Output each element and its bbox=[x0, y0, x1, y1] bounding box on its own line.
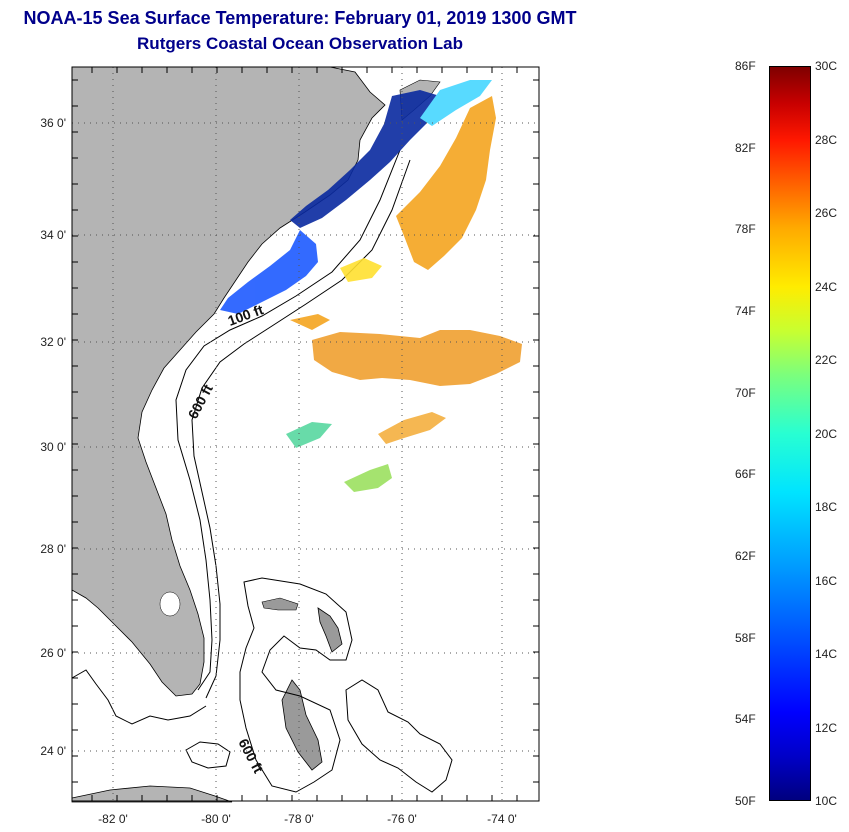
colorbar-celsius-label: 24C bbox=[815, 279, 838, 294]
colorbar-fahrenheit-label: 78F bbox=[735, 222, 756, 237]
sst-patch-gulfstream-north bbox=[396, 96, 496, 270]
colorbar-celsius-label: 26C bbox=[815, 206, 838, 220]
sst-data-layer bbox=[220, 80, 522, 492]
contour-florida-keys bbox=[71, 669, 207, 725]
sst-patch-south-3 bbox=[344, 464, 392, 492]
colorbar-celsius-label: 10C bbox=[815, 794, 838, 808]
colorbar-celsius-label: 22C bbox=[815, 353, 838, 367]
sst-patch-south-2 bbox=[286, 422, 332, 448]
colorbar-fahrenheit-label: 62F bbox=[735, 549, 756, 563]
colorbar-celsius-label: 16C bbox=[815, 573, 838, 588]
contour-bahamas-outer bbox=[239, 577, 353, 793]
colorbar-celsius-label: 12C bbox=[815, 720, 838, 735]
colorbar-celsius-label: 20C bbox=[815, 426, 838, 441]
lat-label: 24 0' bbox=[40, 744, 66, 758]
colorbar-celsius-label: 30C bbox=[815, 59, 838, 73]
map-subtitle: Rutgers Coastal Ocean Observation Lab bbox=[137, 34, 463, 53]
colorbar-celsius-label: 14C bbox=[815, 647, 838, 661]
map-frame bbox=[71, 66, 540, 802]
colorbar-fahrenheit-label: 70F bbox=[735, 385, 756, 400]
lat-label: 28 0' bbox=[40, 542, 66, 556]
sst-patch-orange-strip bbox=[290, 314, 330, 330]
colorbar-celsius-label: 18C bbox=[815, 500, 838, 514]
colorbar-fahrenheit-label: 54F bbox=[735, 712, 756, 727]
island-grand-bahama bbox=[261, 597, 299, 611]
lat-label: 30 0' bbox=[40, 440, 66, 454]
contour-label: 600 ft bbox=[185, 381, 216, 421]
lon-label: -76 0' bbox=[387, 812, 417, 826]
lon-label: -78 0' bbox=[284, 812, 314, 826]
sst-patch-cold-carolina bbox=[220, 230, 318, 314]
colorbar-fahrenheit-label: 82F bbox=[735, 140, 756, 155]
contour-cay-sal bbox=[185, 741, 231, 769]
sst-colorbar bbox=[769, 66, 811, 801]
colorbar-fahrenheit-label: 58F bbox=[735, 630, 756, 645]
sst-patch-south-1 bbox=[378, 412, 446, 444]
lon-label: -74 0' bbox=[487, 812, 517, 826]
lat-label: 34 0' bbox=[40, 228, 66, 242]
contour-bahamas-east bbox=[345, 679, 453, 793]
land-cuba bbox=[71, 785, 233, 803]
lat-label: 32 0' bbox=[40, 335, 66, 349]
lat-label: 26 0' bbox=[40, 646, 66, 660]
island-andros bbox=[281, 679, 323, 771]
contour-label: 600 ft bbox=[235, 736, 266, 776]
lon-label: -82 0' bbox=[98, 812, 128, 826]
sst-patch-yellow bbox=[340, 258, 382, 282]
sst-patch-gulfstream-central bbox=[312, 330, 522, 386]
colorbar-fahrenheit-label: 74F bbox=[735, 304, 756, 318]
land-florida-coast bbox=[71, 66, 386, 697]
lon-label: -80 0' bbox=[201, 812, 231, 826]
colorbar-celsius-label: 28C bbox=[815, 132, 838, 147]
colorbar-fahrenheit-label: 86F bbox=[735, 59, 756, 73]
island-abaco bbox=[317, 607, 343, 653]
sst-patch-cyan-edge bbox=[420, 80, 492, 126]
sst-patch-cold-nearshore bbox=[290, 90, 440, 228]
colorbar-fahrenheit-label: 66F bbox=[735, 467, 756, 482]
colorbar-fahrenheit-label: 50F bbox=[735, 794, 756, 808]
lat-label: 36 0' bbox=[40, 116, 66, 130]
lake-okeechobee bbox=[159, 591, 181, 617]
contour-100ft bbox=[175, 149, 401, 691]
map-title: NOAA-15 Sea Surface Temperature: Februar… bbox=[23, 8, 577, 28]
